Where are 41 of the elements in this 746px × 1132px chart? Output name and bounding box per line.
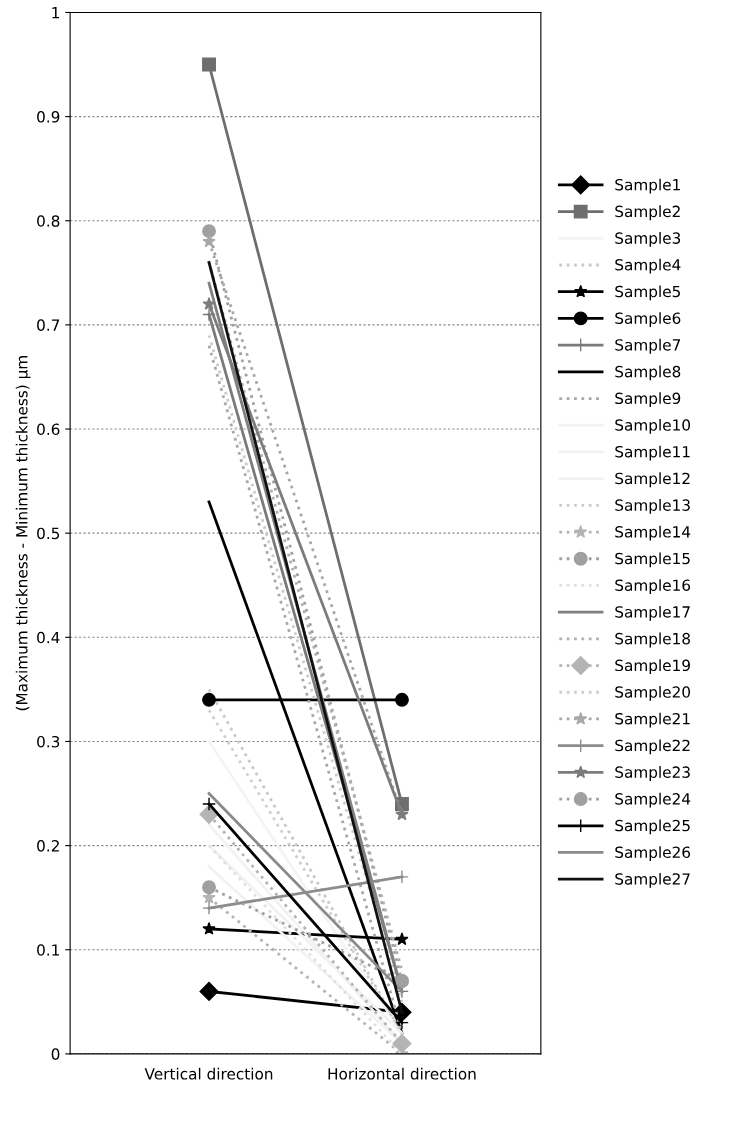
y-tick-label: 0.9	[37, 111, 60, 123]
y-tick-label: 0.5	[37, 527, 60, 540]
legend-label: Sample23	[615, 766, 690, 781]
legend-label: Sample21	[615, 712, 690, 728]
legend-label: Sample17	[615, 605, 690, 621]
legend-label: Sample19	[615, 659, 690, 675]
legend-label: Sample4	[615, 258, 681, 274]
y-tick-label: 0.6	[37, 423, 60, 436]
y-tick-label: 1	[52, 7, 59, 19]
legend-label: Sample14	[615, 525, 691, 541]
y-tick-label: 0.8	[37, 215, 60, 227]
legend-label: Sample26	[615, 846, 691, 861]
legend-label: Sample7	[615, 338, 681, 354]
legend-label: Sample8	[615, 365, 681, 381]
y-tick-label: 0.1	[37, 944, 59, 956]
legend-label: Sample25	[615, 819, 690, 835]
legend-label: Sample20	[615, 686, 691, 701]
legend-label: Sample22	[615, 739, 690, 755]
legend-label: Sample24	[615, 792, 691, 808]
legend-label: Sample5	[615, 285, 680, 301]
legend-label: Sample2	[615, 205, 680, 221]
legend-label: Sample15	[615, 552, 690, 568]
x-tick-label: Vertical direction	[144, 1067, 273, 1080]
legend-label: Sample12	[615, 472, 690, 488]
y-tick-label: 0.2	[37, 840, 59, 852]
legend-label: Sample9	[615, 392, 681, 408]
x-tick-label: Horizontal direction	[328, 1067, 476, 1080]
legend-label: Sample1	[615, 178, 680, 194]
y-tick-label: 0.7	[37, 319, 60, 331]
legend-label: Sample27	[615, 872, 690, 888]
legend-label: Sample13	[615, 499, 690, 514]
y-tick-label: 0	[51, 1048, 60, 1060]
y-axis-title: (Maximum thickness - Minimum thickness) μm	[15, 356, 31, 711]
y-tick-label: 0.3	[37, 735, 60, 748]
legend-label: Sample6	[615, 312, 681, 327]
legend-label: Sample18	[615, 632, 690, 648]
legend-label: Sample16	[615, 579, 691, 594]
legend-label: Sample11	[615, 445, 690, 461]
legend-label: Sample3	[615, 232, 681, 247]
y-tick-label: 0.4	[37, 631, 60, 644]
legend-label: Sample10	[615, 418, 691, 434]
